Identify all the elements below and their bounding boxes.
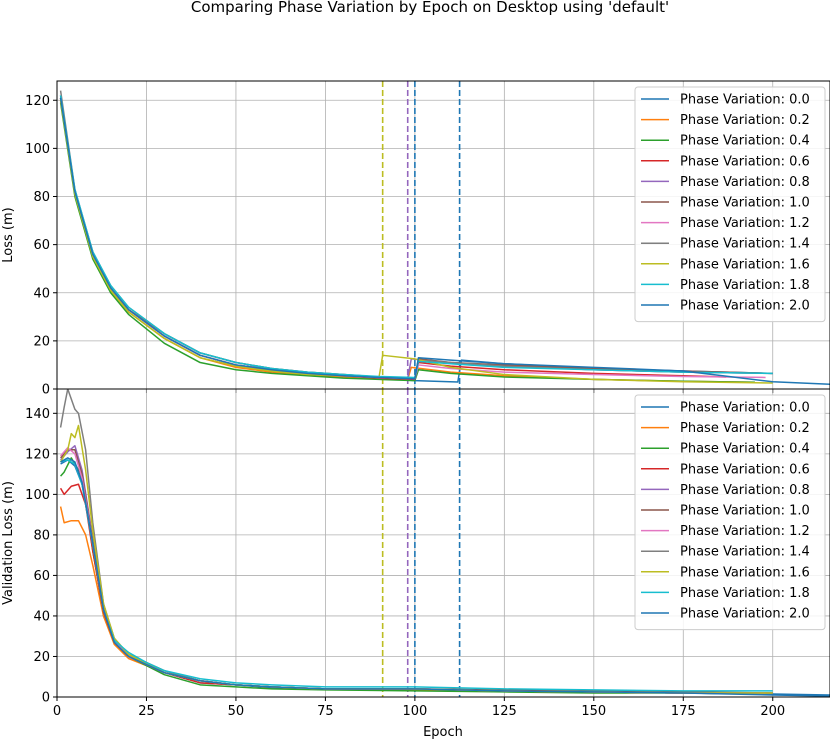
loss-ytick-label: 60 — [33, 238, 50, 253]
val-loss-ytick-label: 100 — [25, 488, 50, 503]
val-loss-legend-label: Phase Variation: 1.8 — [680, 586, 810, 601]
loss-legend-box — [634, 86, 826, 323]
val-loss-xtick-label: 150 — [581, 704, 606, 719]
val-loss-ytick-label: 60 — [33, 569, 50, 584]
val-loss-ytick-label: 140 — [25, 407, 50, 422]
loss-legend-label: Phase Variation: 1.4 — [680, 237, 810, 252]
val-loss-legend-label: Phase Variation: 0.4 — [680, 442, 810, 457]
loss-legend-label: Phase Variation: 0.4 — [680, 134, 810, 149]
val-loss-ytick-label: 80 — [33, 528, 50, 543]
val-loss-xtick-label: 25 — [138, 704, 155, 719]
val-loss-legend-label: Phase Variation: 1.2 — [680, 524, 810, 539]
loss-legend-label: Phase Variation: 0.6 — [680, 154, 810, 169]
loss-legend-label: Phase Variation: 1.2 — [680, 216, 810, 231]
val-loss-ytick-label: 0 — [42, 691, 50, 706]
val-loss-ytick-label: 20 — [33, 650, 50, 665]
val-loss-legend-label: Phase Variation: 0.8 — [680, 483, 810, 498]
x-axis-label: Epoch — [423, 725, 463, 739]
loss-ytick-label: 20 — [33, 334, 50, 349]
chart-title: Comparing Phase Variation by Epoch on De… — [191, 0, 669, 16]
loss-ytick-label: 100 — [25, 142, 50, 157]
loss-legend-label: Phase Variation: 0.0 — [680, 93, 810, 108]
loss-legend-label: Phase Variation: 2.0 — [680, 299, 810, 314]
val-loss-legend-label: Phase Variation: 1.6 — [680, 565, 810, 580]
loss-series-line-9 — [59, 95, 773, 379]
val-loss-legend-box — [634, 394, 826, 631]
loss-series-line-10 — [59, 97, 830, 385]
val-loss-series-line-10 — [60, 457, 830, 697]
val-loss-xtick-label: 100 — [402, 704, 427, 719]
loss-series-line-8 — [59, 100, 773, 384]
val-loss-axes-frame — [56, 388, 830, 698]
loss-series-group — [59, 90, 830, 385]
val-loss-legend-label: Phase Variation: 2.0 — [680, 607, 810, 622]
val-loss-legend-label: Phase Variation: 0.0 — [680, 401, 810, 416]
val-loss-xtick-label: 50 — [228, 704, 245, 719]
loss-legend-label: Phase Variation: 0.2 — [680, 113, 810, 128]
val-loss-xtick-label: 200 — [760, 704, 785, 719]
val-loss-xtick-label: 175 — [671, 704, 696, 719]
validation-loss-panel: 0 20 40 60 80 100 120 140 0 25 50 75 100 125 150 175 200… — [1, 388, 830, 719]
loss-ytick-label: 40 — [33, 286, 50, 301]
loss-legend-label: Phase Variation: 0.8 — [680, 175, 810, 190]
val-loss-xtick-label: 125 — [492, 704, 517, 719]
val-loss-ytick-label: 120 — [25, 447, 50, 462]
loss-ytick-label: 0 — [42, 383, 50, 398]
loss-series-line-2 — [59, 102, 755, 384]
val-loss-xtick-label: 75 — [317, 704, 334, 719]
loss-legend-label: Phase Variation: 1.0 — [680, 196, 810, 211]
val-loss-legend-label: Phase Variation: 1.0 — [680, 504, 810, 519]
loss-ytick-label: 80 — [33, 190, 50, 205]
loss-legend-label: Phase Variation: 1.8 — [680, 278, 810, 293]
loss-y-axis-label: Loss (m) — [1, 207, 16, 262]
loss-legend-label: Phase Variation: 1.6 — [680, 257, 810, 272]
val-loss-legend-label: Phase Variation: 1.4 — [680, 545, 810, 560]
loss-ytick-label: 120 — [25, 94, 50, 109]
val-loss-ytick-label: 40 — [33, 609, 50, 624]
val-loss-y-axis-label: Validation Loss (m) — [1, 481, 16, 605]
val-loss-xtick-label: 0 — [53, 704, 61, 719]
val-loss-legend-label: Phase Variation: 0.2 — [680, 421, 810, 436]
val-loss-legend-label: Phase Variation: 0.6 — [680, 462, 810, 477]
val-loss-series-group — [59, 389, 830, 697]
